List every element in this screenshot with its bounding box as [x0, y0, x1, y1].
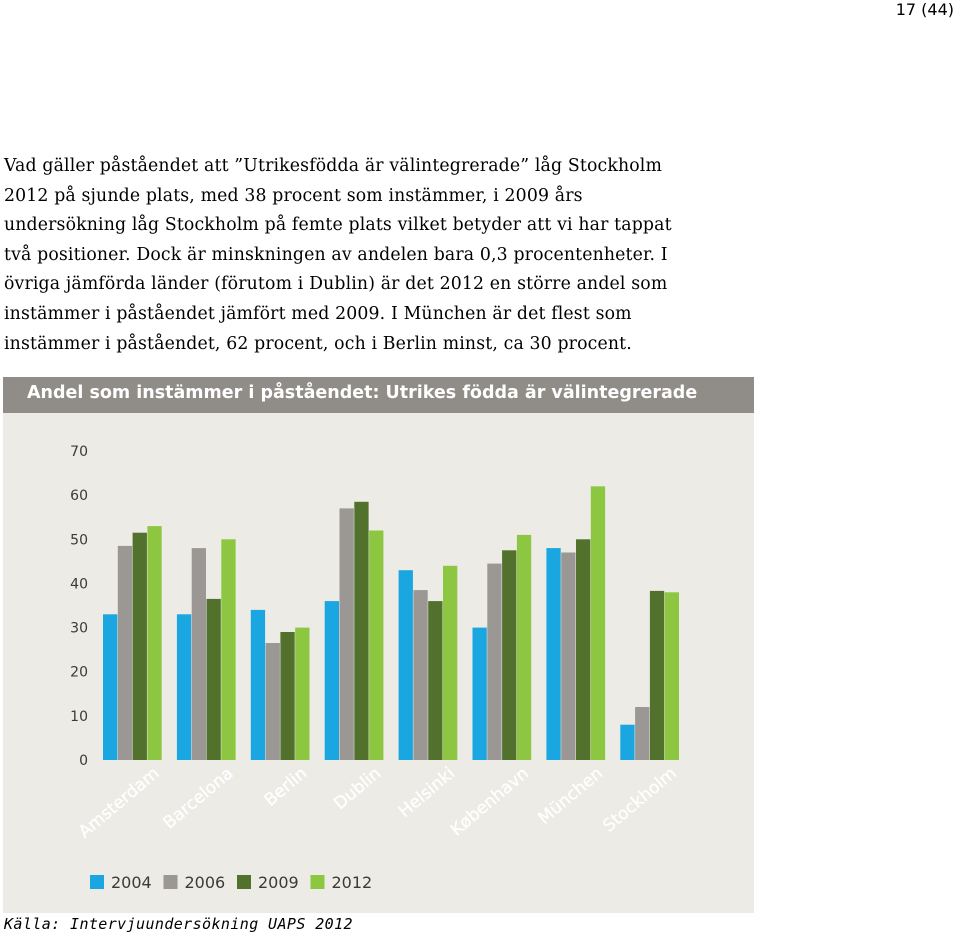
y-tick-label: 20: [70, 665, 88, 681]
y-tick-label: 50: [70, 532, 88, 548]
x-tick-label: Berlin: [261, 764, 312, 811]
bar-2009-helsinki: [428, 601, 443, 760]
bar-2009-berlin: [280, 632, 295, 760]
bar-2004-münchen: [546, 548, 561, 760]
legend-swatch: [163, 875, 178, 889]
bar-2009-münchen: [576, 539, 591, 760]
x-tick-label: München: [535, 764, 607, 829]
bar-2004-amsterdam: [103, 614, 118, 760]
bar-2006-dublin: [339, 508, 354, 760]
paragraph-line: Vad gäller påståendet att ”Utrikesfödda …: [4, 156, 663, 176]
paragraph-line: övriga jämförda länder (förutom i Dublin…: [4, 274, 668, 295]
x-tick-label: Stockholm: [599, 764, 680, 837]
x-tick-label: Dublin: [330, 764, 385, 815]
y-tick-label: 30: [70, 621, 88, 637]
paragraph-line: instämmer i påståendet jämfört med 2009.…: [4, 303, 632, 324]
bar-2006-amsterdam: [117, 545, 133, 760]
legend-swatch: [90, 875, 104, 889]
bar-2012-dublin: [369, 530, 384, 760]
bar-2004-barcelona: [176, 614, 192, 760]
legend-label: 2006: [185, 873, 226, 892]
legend-label: 2009: [258, 873, 299, 892]
source-note: Källa: Intervjuundersökning UAPS 2012: [4, 915, 353, 933]
chart-panel: 0 10 20 30 40 50 60 70 Amsterdam Barcelona Berlin D…: [3, 377, 754, 913]
x-tick-label: Helsinki: [395, 764, 459, 822]
bar-2004-berlin: [250, 609, 266, 760]
bar-2012-stockholm: [664, 592, 679, 760]
y-tick-label: 60: [70, 488, 88, 504]
bar-2012-amsterdam: [147, 526, 162, 760]
bar-2009-københavn: [502, 550, 517, 760]
bar-2006-helsinki: [413, 590, 428, 760]
bar-2012-berlin: [295, 627, 310, 760]
bar-2006-berlin: [265, 643, 280, 760]
legend-label: 2012: [332, 873, 373, 892]
bar-2006-københavn: [487, 563, 502, 760]
bar-2012-københavn: [516, 534, 532, 760]
legend-swatch: [237, 875, 251, 889]
y-tick-label: 40: [70, 576, 88, 592]
x-tick-label: Barcelona: [159, 764, 237, 834]
y-tick-label: 70: [70, 444, 88, 460]
bar-2012-münchen: [590, 486, 606, 760]
bar-2004-stockholm: [620, 724, 635, 760]
chart-title: Andel som instämmer i påståendet: Utrike…: [27, 383, 698, 403]
bar-2009-dublin: [354, 501, 369, 760]
bar-2009-barcelona: [206, 598, 221, 760]
paragraph-line: instämmer i påståendet, 62 procent, och …: [4, 333, 632, 354]
y-tick-label: 0: [79, 753, 88, 769]
paragraph-line: undersökning låg Stockholm på femte plat…: [4, 215, 672, 236]
chart-title-bar: Andel som instämmer i påståendet: Utrike…: [3, 377, 754, 413]
bar-2006-stockholm: [635, 707, 650, 760]
paragraph-line: två positioner. Dock är minskningen av a…: [4, 244, 668, 265]
body-paragraph: Vad gäller påståendet att ”Utrikesfödda …: [4, 152, 954, 359]
bar-2006-münchen: [561, 552, 576, 760]
bar-2006-barcelona: [191, 548, 206, 760]
bar-2012-barcelona: [221, 539, 236, 760]
x-tick-label: København: [447, 764, 533, 841]
bar-2009-amsterdam: [132, 532, 147, 760]
bar-2009-stockholm: [649, 590, 665, 760]
bar-2004-helsinki: [398, 570, 413, 760]
bar-2012-helsinki: [443, 565, 458, 760]
legend-swatch: [310, 875, 325, 889]
legend-label: 2004: [111, 873, 152, 892]
bar-2004-københavn: [472, 627, 487, 760]
bar-2004-dublin: [324, 601, 339, 760]
y-tick-label: 10: [70, 709, 88, 725]
page-number: 17 (44): [895, 0, 954, 19]
paragraph-line: 2012 på sjunde plats, med 38 procent som…: [4, 185, 583, 206]
x-tick-label: Amsterdam: [75, 764, 163, 843]
